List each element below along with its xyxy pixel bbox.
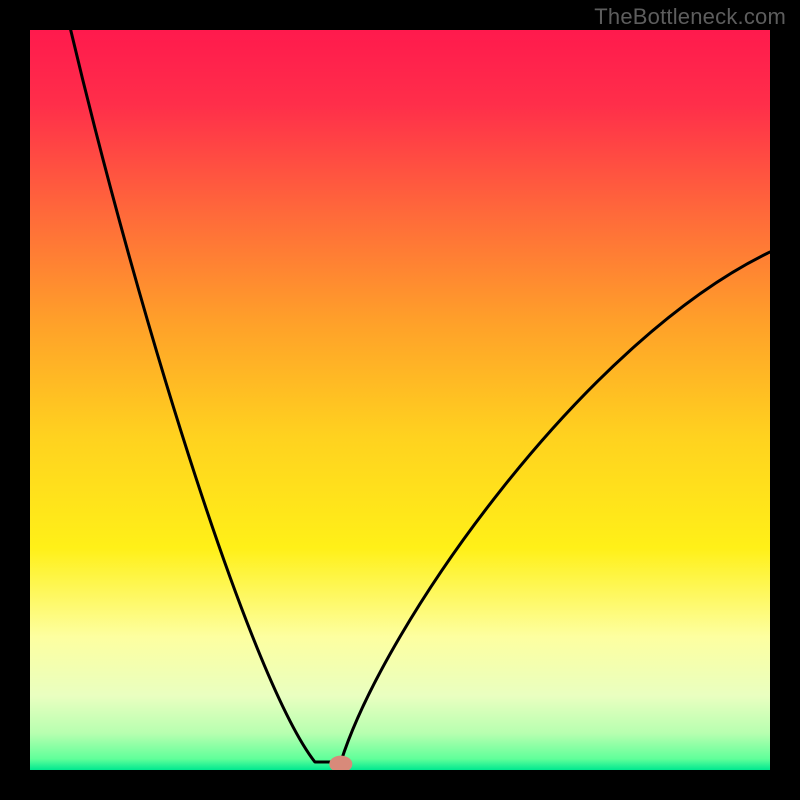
chart-container: TheBottleneck.com — [0, 0, 800, 800]
gradient-background — [30, 30, 770, 770]
plot-area — [30, 30, 770, 770]
minimum-marker — [330, 756, 352, 770]
plot-svg — [30, 30, 770, 770]
watermark-label: TheBottleneck.com — [594, 4, 786, 30]
